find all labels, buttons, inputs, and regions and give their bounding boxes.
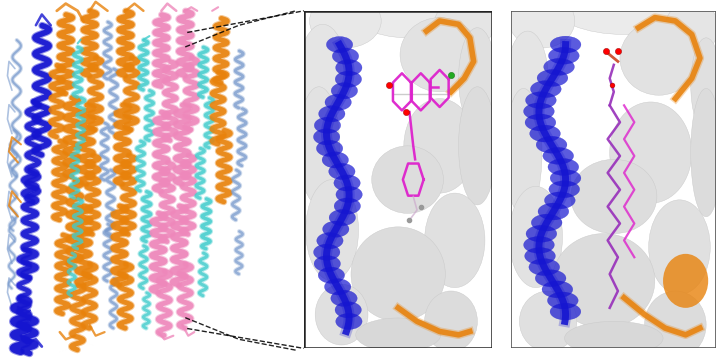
Ellipse shape xyxy=(334,198,361,214)
Ellipse shape xyxy=(351,227,445,321)
Ellipse shape xyxy=(542,281,573,298)
Ellipse shape xyxy=(329,209,356,226)
Ellipse shape xyxy=(526,92,557,109)
Ellipse shape xyxy=(316,140,343,156)
Ellipse shape xyxy=(571,159,657,234)
Ellipse shape xyxy=(336,186,362,203)
Ellipse shape xyxy=(530,125,560,142)
Ellipse shape xyxy=(690,38,720,132)
Ellipse shape xyxy=(323,221,349,237)
Ellipse shape xyxy=(509,0,575,48)
Ellipse shape xyxy=(523,103,554,120)
Ellipse shape xyxy=(313,244,340,260)
Ellipse shape xyxy=(356,318,441,352)
Ellipse shape xyxy=(519,291,577,352)
Ellipse shape xyxy=(306,180,359,281)
Ellipse shape xyxy=(535,270,566,287)
Ellipse shape xyxy=(690,88,720,217)
Ellipse shape xyxy=(333,48,359,64)
Ellipse shape xyxy=(649,200,710,294)
Ellipse shape xyxy=(298,87,340,205)
Ellipse shape xyxy=(404,99,475,193)
Ellipse shape xyxy=(610,102,692,203)
Ellipse shape xyxy=(325,279,351,295)
Ellipse shape xyxy=(549,47,579,64)
Ellipse shape xyxy=(644,291,706,358)
Ellipse shape xyxy=(313,129,340,145)
Ellipse shape xyxy=(434,0,495,50)
Ellipse shape xyxy=(526,225,557,242)
Ellipse shape xyxy=(523,236,554,253)
Ellipse shape xyxy=(549,181,580,198)
Ellipse shape xyxy=(536,136,567,153)
Ellipse shape xyxy=(425,193,485,288)
Ellipse shape xyxy=(331,83,358,99)
Ellipse shape xyxy=(544,58,575,75)
Ellipse shape xyxy=(550,36,581,53)
Ellipse shape xyxy=(322,152,348,168)
Ellipse shape xyxy=(326,36,353,53)
Ellipse shape xyxy=(620,21,698,95)
Ellipse shape xyxy=(400,18,480,92)
Ellipse shape xyxy=(537,70,568,86)
Ellipse shape xyxy=(525,114,556,131)
Ellipse shape xyxy=(317,232,343,249)
Ellipse shape xyxy=(507,31,548,126)
Ellipse shape xyxy=(548,158,579,175)
Ellipse shape xyxy=(330,290,357,306)
Ellipse shape xyxy=(665,1,719,55)
Ellipse shape xyxy=(314,117,341,134)
Ellipse shape xyxy=(543,147,574,164)
Ellipse shape xyxy=(552,0,696,34)
Ellipse shape xyxy=(310,0,381,48)
Ellipse shape xyxy=(325,94,351,110)
Ellipse shape xyxy=(531,81,561,97)
Ellipse shape xyxy=(334,175,360,191)
Ellipse shape xyxy=(336,60,362,76)
Ellipse shape xyxy=(505,88,542,217)
Ellipse shape xyxy=(544,192,575,209)
Ellipse shape xyxy=(550,303,581,320)
Ellipse shape xyxy=(336,71,361,87)
Ellipse shape xyxy=(372,146,444,213)
Ellipse shape xyxy=(346,0,469,38)
Ellipse shape xyxy=(318,267,345,283)
Ellipse shape xyxy=(564,321,663,355)
Ellipse shape xyxy=(459,28,496,129)
Ellipse shape xyxy=(336,313,362,330)
Ellipse shape xyxy=(538,203,569,220)
Ellipse shape xyxy=(663,254,708,308)
Ellipse shape xyxy=(318,106,345,122)
Ellipse shape xyxy=(547,292,578,309)
Ellipse shape xyxy=(531,214,562,231)
Ellipse shape xyxy=(335,302,361,318)
Ellipse shape xyxy=(425,291,477,352)
Ellipse shape xyxy=(509,186,562,288)
Ellipse shape xyxy=(328,164,355,179)
Ellipse shape xyxy=(299,24,346,119)
Ellipse shape xyxy=(459,87,496,205)
Ellipse shape xyxy=(550,170,581,187)
Ellipse shape xyxy=(525,248,555,264)
Ellipse shape xyxy=(529,259,559,275)
Ellipse shape xyxy=(315,284,368,345)
Ellipse shape xyxy=(314,256,341,272)
Ellipse shape xyxy=(552,234,655,328)
